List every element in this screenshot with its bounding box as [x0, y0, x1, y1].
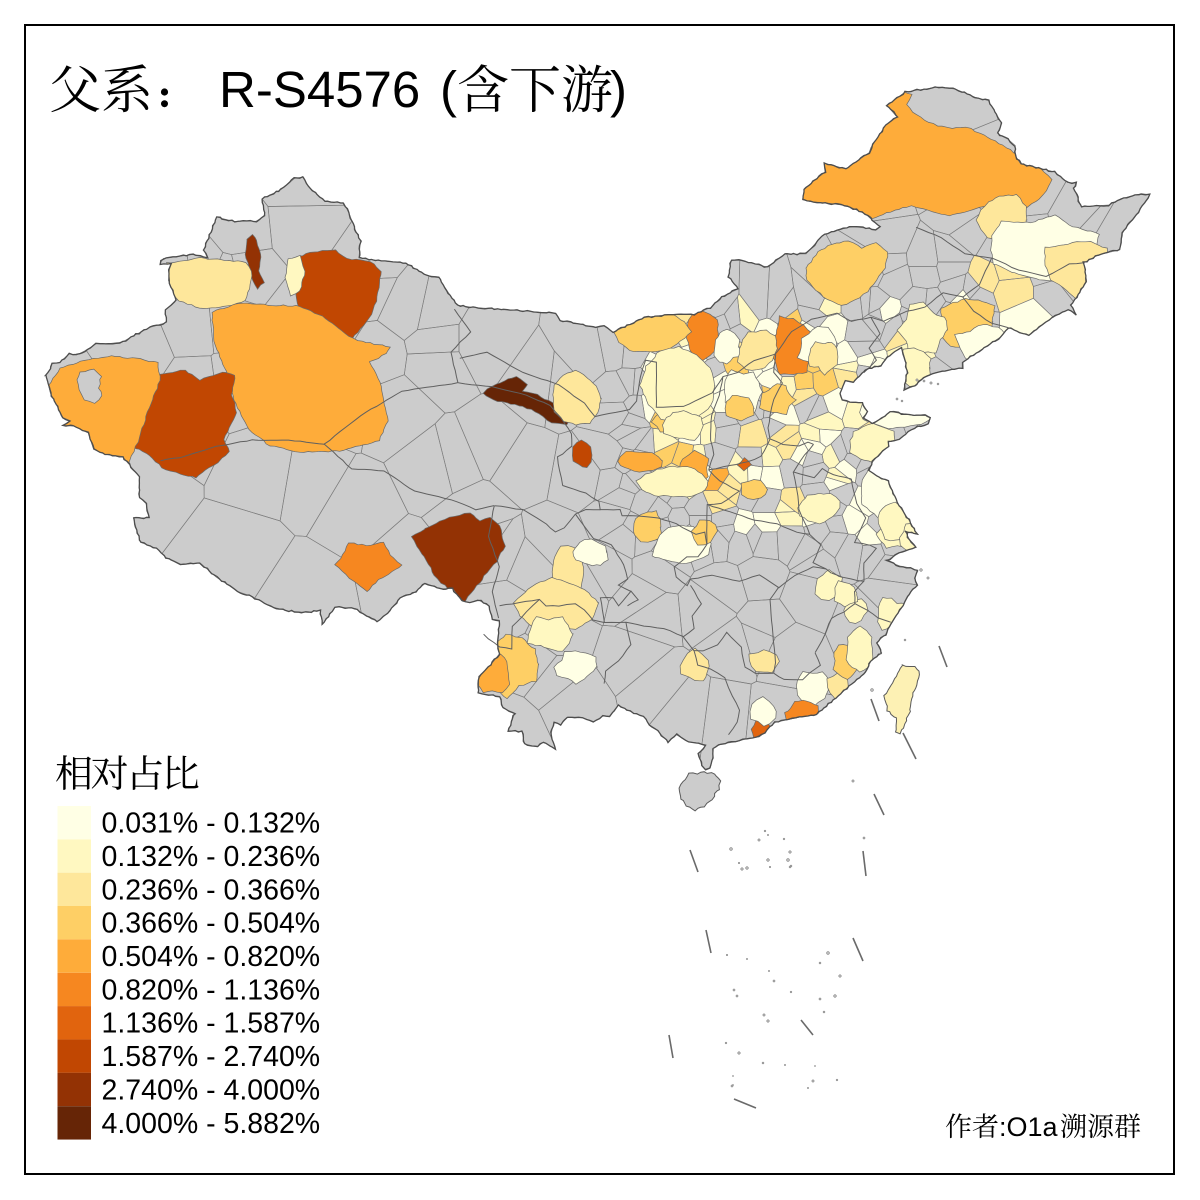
svg-text:0.132% - 0.236%: 0.132% - 0.236% — [102, 841, 321, 873]
svg-text:4.000% - 5.882%: 4.000% - 5.882% — [102, 1108, 321, 1140]
svg-text:2.740% - 4.000%: 2.740% - 4.000% — [102, 1074, 321, 1106]
svg-text:1.587% - 2.740%: 1.587% - 2.740% — [102, 1041, 321, 1073]
svg-text::O1a: :O1a — [999, 1112, 1059, 1142]
svg-text:1.136% - 1.587%: 1.136% - 1.587% — [102, 1008, 321, 1040]
svg-text:0.366% - 0.504%: 0.366% - 0.504% — [102, 908, 321, 940]
svg-text:): ) — [610, 61, 627, 118]
svg-text:R-S4576: R-S4576 — [219, 61, 420, 118]
svg-text:0.236% - 0.366%: 0.236% - 0.366% — [102, 874, 321, 906]
svg-text:0.820% - 1.136%: 0.820% - 1.136% — [102, 974, 321, 1006]
svg-text:0.504% - 0.820%: 0.504% - 0.820% — [102, 941, 321, 973]
svg-text:0.031% - 0.132%: 0.031% - 0.132% — [102, 808, 321, 840]
svg-text:(: ( — [440, 61, 457, 118]
